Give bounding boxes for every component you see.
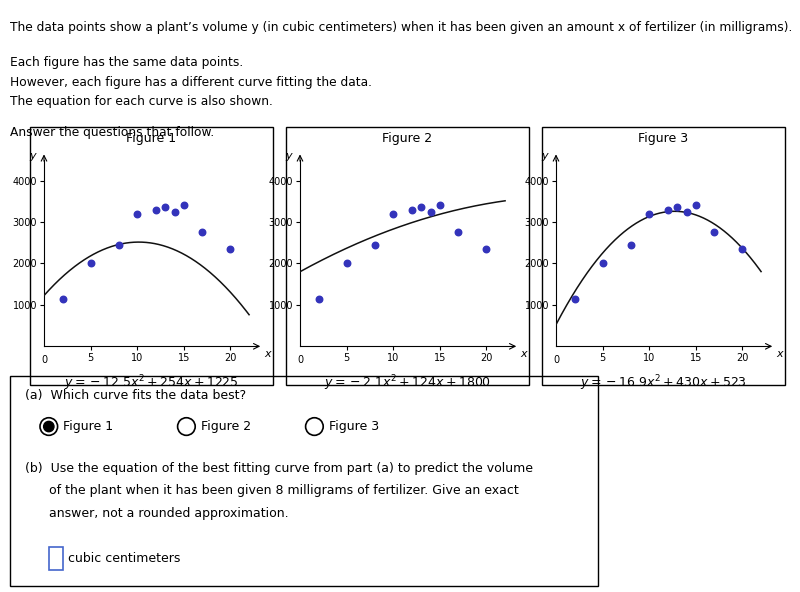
- Point: [224, 244, 237, 253]
- Point: [736, 244, 749, 253]
- Point: [680, 207, 693, 217]
- Point: [568, 294, 581, 304]
- Point: [406, 205, 418, 214]
- Text: However, each figure has a different curve fitting the data.: However, each figure has a different cur…: [10, 76, 372, 89]
- Point: [434, 201, 446, 210]
- Text: (b)  Use the equation of the best fitting curve from part (a) to predict the vol: (b) Use the equation of the best fitting…: [25, 462, 533, 475]
- Text: x: x: [265, 349, 271, 359]
- Point: [624, 240, 637, 250]
- Point: [452, 227, 465, 237]
- Point: [662, 205, 674, 214]
- Point: [480, 244, 493, 253]
- Point: [196, 227, 209, 237]
- Text: y: y: [30, 151, 36, 160]
- Point: [424, 207, 437, 217]
- Text: Figure 1: Figure 1: [63, 420, 114, 433]
- Text: The equation for each curve is also shown.: The equation for each curve is also show…: [10, 95, 274, 108]
- Point: [690, 201, 702, 210]
- Point: [670, 202, 683, 213]
- Text: 0: 0: [41, 355, 47, 365]
- Text: Figure 2: Figure 2: [382, 132, 432, 145]
- Text: of the plant when it has been given 8 milligrams of fertilizer. Give an exact: of the plant when it has been given 8 mi…: [25, 484, 518, 497]
- Point: [56, 294, 69, 304]
- Point: [708, 227, 721, 237]
- Point: [312, 294, 325, 304]
- Circle shape: [44, 422, 54, 432]
- Text: Figure 3: Figure 3: [329, 420, 379, 433]
- Point: [596, 259, 609, 268]
- Text: 0: 0: [553, 355, 559, 365]
- Text: Answer the questions that follow.: Answer the questions that follow.: [10, 126, 214, 139]
- Point: [84, 259, 97, 268]
- Point: [112, 240, 125, 250]
- Text: $y = -16.9x^{2} + 430x + 523$: $y = -16.9x^{2} + 430x + 523$: [580, 373, 746, 392]
- Text: cubic centimeters: cubic centimeters: [68, 552, 180, 565]
- Point: [150, 205, 162, 214]
- Text: x: x: [777, 349, 783, 359]
- Text: Each figure has the same data points.: Each figure has the same data points.: [10, 56, 244, 69]
- Point: [178, 201, 190, 210]
- Text: answer, not a rounded approximation.: answer, not a rounded approximation.: [25, 507, 289, 520]
- Point: [368, 240, 381, 250]
- Point: [414, 202, 427, 213]
- Text: Figure 2: Figure 2: [201, 420, 251, 433]
- Text: 0: 0: [297, 355, 303, 365]
- Text: y: y: [286, 151, 292, 160]
- Point: [387, 209, 400, 218]
- Point: [340, 259, 353, 268]
- Text: The data points show a plant’s volume y (in cubic centimeters) when it has been : The data points show a plant’s volume y …: [10, 21, 793, 34]
- Text: $y = -12.5x^{2} + 254x + 1225$: $y = -12.5x^{2} + 254x + 1225$: [64, 373, 238, 392]
- Point: [643, 209, 656, 218]
- Text: $y = -2.1x^{2} + 124x + 1800$: $y = -2.1x^{2} + 124x + 1800$: [324, 373, 490, 392]
- Text: x: x: [521, 349, 527, 359]
- Text: Figure 1: Figure 1: [126, 132, 176, 145]
- Text: Figure 3: Figure 3: [638, 132, 688, 145]
- Point: [168, 207, 181, 217]
- Point: [158, 202, 171, 213]
- Point: [131, 209, 144, 218]
- Text: y: y: [542, 151, 548, 160]
- Text: (a)  Which curve fits the data best?: (a) Which curve fits the data best?: [25, 389, 246, 402]
